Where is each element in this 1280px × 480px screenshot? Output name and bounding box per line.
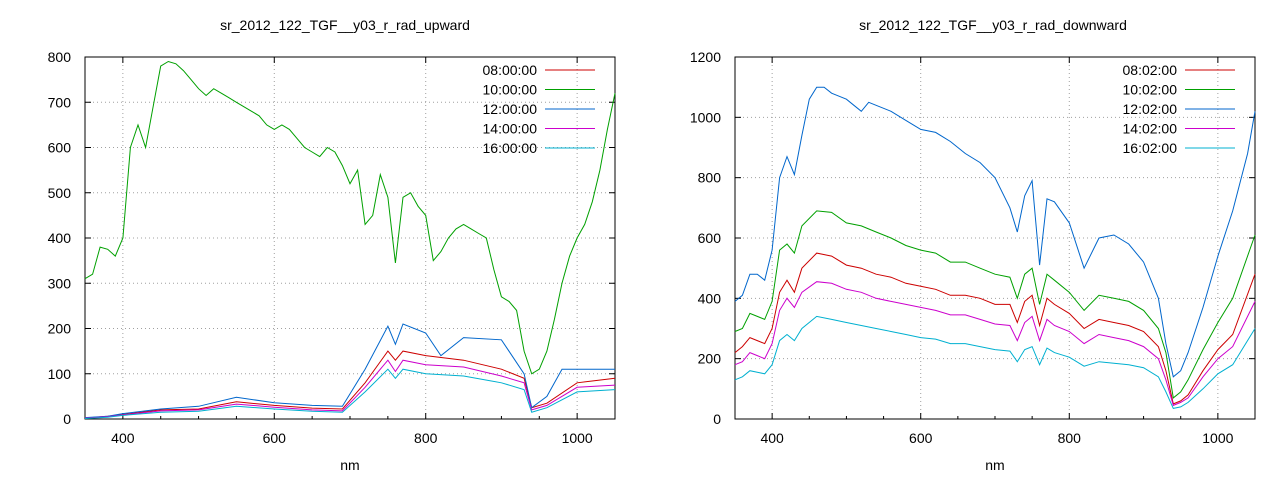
y-tick-label: 700 <box>48 94 72 110</box>
x-tick-label: 1000 <box>562 430 593 446</box>
legend-label: 08:02:00 <box>1123 62 1178 78</box>
legend-label: 14:02:00 <box>1123 121 1178 137</box>
series-line-140200 <box>734 281 1256 407</box>
x-tick-label: 800 <box>1058 430 1082 446</box>
series-line-100200 <box>734 210 1256 399</box>
y-tick-label: 1000 <box>690 109 721 125</box>
legend-label: 12:02:00 <box>1123 101 1178 117</box>
legend-label: 10:02:00 <box>1123 82 1178 98</box>
plot-frame <box>84 56 616 420</box>
y-tick-label: 500 <box>48 185 72 201</box>
legend-label: 14:00:00 <box>483 121 538 137</box>
legend-label: 10:00:00 <box>483 82 538 98</box>
series-line-120000 <box>84 323 615 419</box>
y-tick-label: 600 <box>48 140 72 156</box>
y-tick-label: 800 <box>48 49 72 65</box>
x-tick-label: 1000 <box>1202 430 1233 446</box>
legend: 08:02:00 10:02:00 12:02:00 14:02:00 16:02:00 <box>1123 62 1235 156</box>
chart-title: sr_2012_122_TGF__y03_r_rad_downward <box>859 17 1127 33</box>
y-tick-label: 800 <box>698 170 722 186</box>
x-tick-label: 400 <box>111 430 135 446</box>
legend-label: 08:00:00 <box>483 62 538 78</box>
y-tick-label: 400 <box>698 290 722 306</box>
plot-frame <box>734 56 1256 420</box>
y-tick-label: 600 <box>698 230 722 246</box>
legend-label: 16:00:00 <box>483 140 538 156</box>
legend-label: 12:00:00 <box>483 101 538 117</box>
x-axis-label: nm <box>340 457 359 473</box>
legend-label: 16:02:00 <box>1123 140 1178 156</box>
series-line-100000 <box>84 60 616 375</box>
x-tick-label: 600 <box>263 430 287 446</box>
series-line-160200 <box>734 315 1256 409</box>
series-line-160000 <box>84 368 616 419</box>
x-tick-label: 400 <box>760 430 784 446</box>
y-tick-label: 200 <box>48 321 72 337</box>
y-tick-label: 200 <box>698 351 722 367</box>
y-tick-label: 1200 <box>690 49 721 65</box>
y-tick-label: 0 <box>63 411 71 427</box>
series-line-140000 <box>84 359 616 419</box>
x-tick-label: 600 <box>909 430 933 446</box>
legend: 08:00:00 10:00:00 12:00:00 14:00:00 16:00:00 <box>483 62 595 156</box>
chart-panel-1: sr_2012_122_TGF__y03_r_rad_upward 0 100 200… <box>48 17 616 473</box>
series-line-080200 <box>734 252 1256 405</box>
chart-title: sr_2012_122_TGF__y03_r_rad_upward <box>220 17 470 33</box>
x-axis-label: nm <box>985 457 1004 473</box>
y-tick-label: 300 <box>48 275 72 291</box>
series-line-080000 <box>84 350 616 419</box>
y-tick-label: 0 <box>713 411 721 427</box>
y-tick-label: 400 <box>48 230 72 246</box>
y-tick-label: 100 <box>48 366 72 382</box>
series-line-120200 <box>734 86 1256 378</box>
chart-panel-2: sr_2012_122_TGF__y03_r_rad_downward 0 200 4… <box>690 17 1256 473</box>
x-tick-label: 800 <box>414 430 438 446</box>
